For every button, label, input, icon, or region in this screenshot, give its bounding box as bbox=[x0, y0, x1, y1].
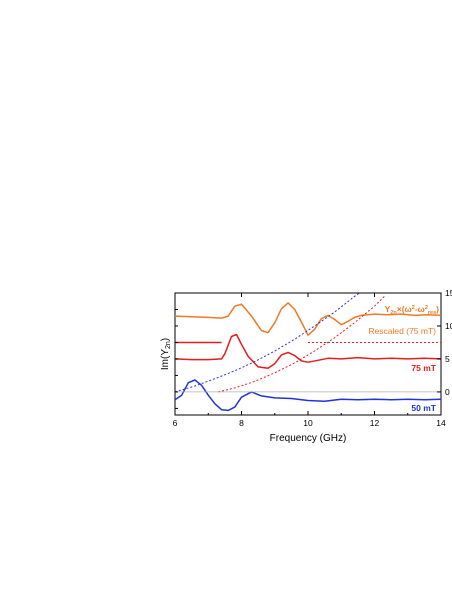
blue-series-label: 50 mT bbox=[411, 403, 436, 413]
rescaled-label: Rescaled (75 mT) bbox=[368, 326, 436, 336]
x-axis-label: Frequency (GHz) bbox=[270, 433, 347, 444]
rescaled-formula: Y2n×(ω2-ω2res) bbox=[385, 304, 439, 316]
series-line-1-red bbox=[175, 333, 441, 369]
red-series-label: 75 mT bbox=[411, 363, 436, 373]
y-right-tick-label-3: 15 bbox=[445, 288, 452, 298]
ticks-group: 6 8 10 12 14 0 5 10 15 bbox=[173, 288, 452, 428]
x-tick-label-2: 10 bbox=[303, 418, 313, 428]
y-right-tick-label-0: 0 bbox=[445, 387, 450, 397]
series-group bbox=[175, 293, 441, 412]
series-line-5-red-dotted bbox=[218, 295, 385, 393]
series-line-4-blue-dotted bbox=[175, 293, 361, 393]
y-axis-label: Im(Y2n) bbox=[160, 338, 172, 370]
series-line-3-blue bbox=[175, 379, 441, 412]
x-tick-label-1: 8 bbox=[239, 418, 244, 428]
x-tick-label-3: 12 bbox=[370, 418, 380, 428]
x-tick-label-4: 14 bbox=[436, 418, 446, 428]
x-tick-label-0: 6 bbox=[173, 418, 178, 428]
y-right-tick-label-2: 10 bbox=[445, 321, 452, 331]
series-line-0-orange bbox=[175, 302, 441, 336]
y-right-tick-label-1: 5 bbox=[445, 354, 450, 364]
